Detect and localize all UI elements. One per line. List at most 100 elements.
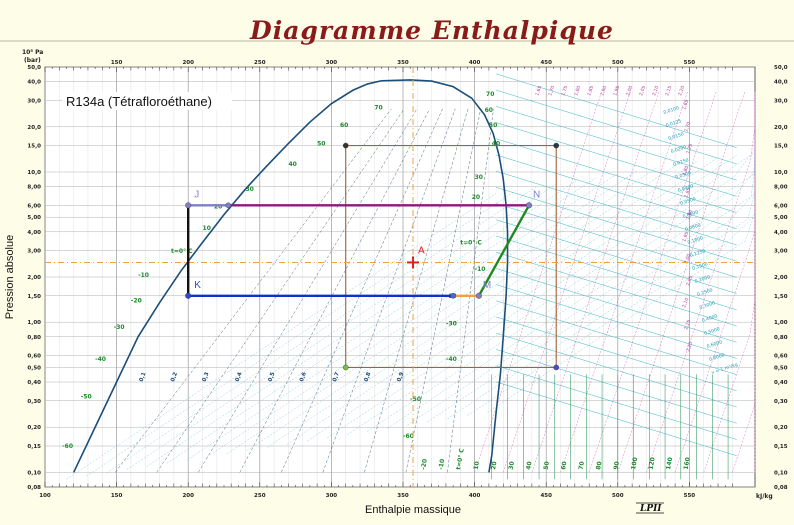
y-tick-label-left: 1,50	[27, 294, 41, 300]
isolines	[66, 73, 756, 480]
bottom-temp-label: 80	[595, 461, 603, 470]
isentrope-label-right: 1,95	[681, 231, 690, 243]
isentrope-label-right: 2,00	[683, 253, 692, 265]
bottom-temp-label: -20	[420, 458, 429, 470]
quality-label: 0,1	[139, 371, 148, 382]
isentrope-line	[560, 91, 688, 473]
isochore-label: 0,0300	[675, 170, 692, 181]
fluid-label: R134a (Tétrafloroéthane)	[66, 94, 212, 109]
x-tick-label-bottom: 450	[540, 493, 552, 499]
point-marker-j	[185, 202, 192, 209]
quality-label: 0,9	[396, 371, 405, 382]
bottom-temp-label: 60	[560, 461, 568, 470]
isochore-line	[496, 154, 737, 229]
isochore-label: 0,1250	[689, 248, 706, 259]
y-tick-label-right: 0,08	[774, 485, 788, 491]
isentrope-label-right: 2,20	[685, 341, 694, 353]
logo-text: LPII	[639, 504, 662, 514]
isotherm-label: 50	[317, 141, 325, 148]
point-marker-n	[526, 202, 533, 209]
isochore-label: 0,0400	[677, 183, 694, 194]
isotherm-label: -40	[446, 356, 457, 363]
quality-line	[156, 108, 405, 473]
y-tick-label-right: 0,60	[774, 354, 788, 360]
isotherm-label: 70	[486, 91, 494, 98]
isochore-label: 0,0150	[668, 131, 685, 142]
x-tick-label-bottom: 150	[111, 493, 123, 499]
x-tick-label-top: 400	[469, 60, 481, 66]
bottom-temp-label: 120	[648, 457, 657, 471]
y-tick-label-left: 0,20	[27, 425, 41, 431]
isotherm-label: -50	[81, 394, 92, 401]
y-tick-label-right: 10,0	[774, 170, 788, 176]
isotherm-label: t=0° C	[460, 239, 482, 246]
quality-line	[364, 108, 469, 473]
point-marker-m	[475, 292, 482, 299]
saturation-dome	[72, 79, 509, 473]
isentrope-label-right: 1,70	[683, 121, 692, 133]
y-tick-label-right: 0,50	[774, 365, 788, 371]
isentrope-line	[703, 91, 756, 473]
isentrope-label-right: 1,80	[681, 165, 690, 177]
y-tick-label-right: 30,0	[774, 98, 788, 104]
quality-label: 0,4	[235, 371, 244, 382]
isotherm-label: 60	[485, 107, 493, 114]
y-tick-label-right: 1,50	[774, 294, 788, 300]
grid	[44, 66, 755, 488]
cycle-vertex	[450, 292, 456, 299]
logo: LPII	[636, 502, 664, 514]
y-tick-label-left: 1,00	[27, 320, 41, 326]
isotherm-label: t=0° C	[171, 248, 193, 255]
y-tick-label-left: 0,60	[27, 354, 41, 360]
isochore-line	[496, 170, 737, 246]
isotherm-line	[387, 142, 756, 429]
y-tick-label-left: 15,0	[27, 144, 41, 150]
y-tick-label-left: 0,40	[27, 380, 41, 386]
isochore-line	[496, 187, 737, 262]
isochore-line	[496, 219, 737, 294]
isochore-line	[496, 300, 737, 375]
isochore-line	[496, 235, 737, 311]
point-label-n: N	[533, 189, 540, 200]
isochore-line	[496, 203, 737, 278]
rectangle-corner	[342, 364, 349, 371]
isentrope-label-right: 1,90	[685, 209, 694, 221]
isotherm-label: 20	[214, 204, 222, 211]
isochore-label: 0,0800	[684, 222, 701, 233]
isotherm-label: -60	[62, 443, 73, 450]
quality-line	[281, 108, 443, 473]
isotherm-label: -10	[475, 266, 486, 273]
isentrope-label-right: 1,65	[681, 99, 690, 111]
point-marker-k	[185, 292, 192, 299]
isotherm-label: 40	[288, 161, 296, 168]
y-tick-label-left: 3,00	[27, 249, 41, 255]
y-tick-label-left: 0,30	[27, 399, 41, 405]
isentrope-label-right: 1,85	[683, 187, 692, 199]
isentrope-label: 1,75	[560, 85, 569, 97]
quality-line	[405, 108, 481, 473]
isochore-label: 0,4000	[701, 313, 718, 324]
isentrope-label: 1,65	[534, 85, 543, 97]
isochore-label: 0,2500	[696, 287, 713, 298]
y-tick-label-left: 30,0	[27, 98, 41, 104]
point-label-a: A	[418, 245, 425, 256]
y-tick-label-right: 8,00	[774, 185, 788, 191]
x-tick-label-top: 150	[111, 60, 123, 66]
y-tick-label-left: 6,00	[27, 203, 41, 209]
isochore-line	[496, 138, 737, 213]
isotherm-label: 50	[489, 122, 497, 129]
y-tick-label-left: 50,0	[27, 65, 41, 71]
rectangle-corner	[342, 142, 349, 149]
isochore-line	[496, 73, 737, 148]
operating-rectangle	[345, 144, 557, 368]
isotherm-label: 70	[374, 105, 382, 112]
quality-label: 0,3	[202, 371, 211, 382]
bottom-temp-label: 40	[525, 461, 533, 470]
x-axis-title: Enthalpie massique	[365, 504, 461, 516]
y-tick-label-right: 50,0	[774, 65, 788, 71]
isochore-label: 0,3000	[699, 300, 716, 311]
cycle-segment-compression	[477, 204, 531, 297]
saturated-vapor-curve	[381, 79, 509, 473]
isentrope-label-right: 2,15	[683, 319, 692, 331]
y-tick-label-right: 0,80	[774, 335, 788, 341]
